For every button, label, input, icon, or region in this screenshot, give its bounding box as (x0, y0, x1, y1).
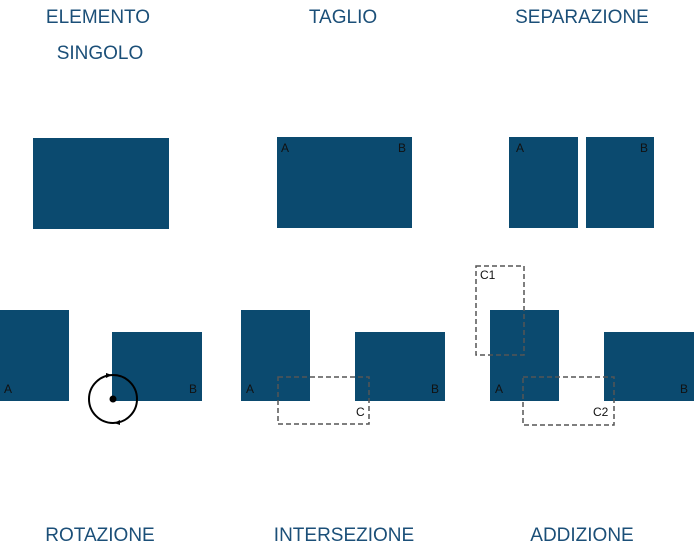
dashed-area (475, 265, 525, 356)
block (604, 332, 694, 401)
block (355, 332, 445, 401)
rotation-icon (88, 373, 138, 425)
shape-label: C (356, 405, 365, 419)
panel-title: SEPARAZIONE (515, 7, 649, 28)
panel-title: INTERSEZIONE (274, 525, 414, 546)
block (112, 332, 202, 401)
shape-label: A (495, 382, 503, 396)
panel-title: ELEMENTO (46, 7, 150, 28)
panel-title: TAGLIO (309, 7, 377, 28)
shape-label: C2 (593, 405, 609, 419)
block (0, 310, 69, 401)
shape-label: B (680, 382, 688, 396)
panel-title: SINGOLO (57, 43, 144, 64)
panel-title: ROTAZIONE (45, 525, 154, 546)
block (509, 137, 578, 228)
dashed-area (522, 376, 615, 426)
block (277, 137, 412, 228)
shape-label: A (281, 141, 289, 155)
shape-label: C1 (480, 268, 496, 282)
block (241, 310, 310, 401)
shape-label: B (398, 141, 406, 155)
shape-label: B (431, 382, 439, 396)
block (33, 138, 169, 229)
shape-label: A (516, 141, 524, 155)
shape-label: B (640, 141, 648, 155)
shape-label: A (4, 382, 12, 396)
panel-title: ADDIZIONE (530, 525, 633, 546)
shape-label: B (189, 382, 197, 396)
shape-label: A (246, 382, 254, 396)
dashed-area (277, 376, 370, 425)
block (586, 137, 654, 228)
